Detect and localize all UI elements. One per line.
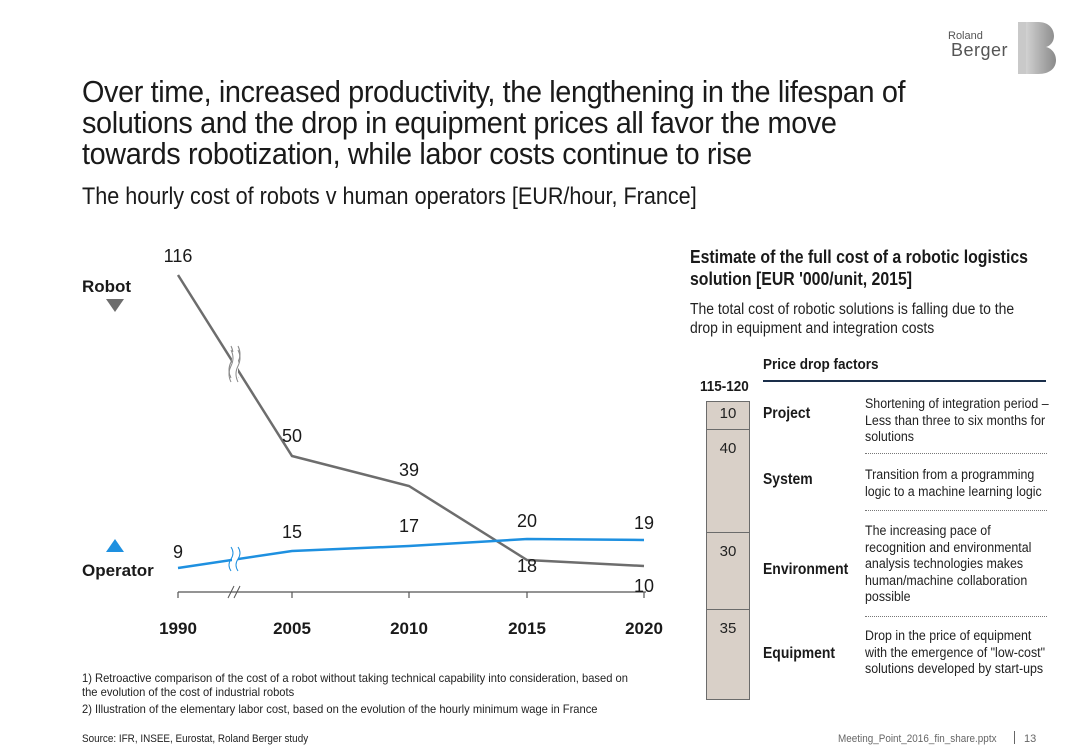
legend-operator-marker: [106, 539, 124, 552]
page-number: 13: [1024, 733, 1037, 745]
operator-value-label: 19: [634, 513, 654, 533]
x-tick-label: 2005: [273, 619, 311, 638]
operator-axis-break-curves: [228, 546, 241, 572]
factor-divider: [865, 510, 1047, 511]
robot-value-label: 18: [517, 556, 537, 576]
robot-series-line: [176, 274, 645, 568]
stack-total-label: 115-120: [700, 378, 749, 395]
stack-segment-value: 40: [719, 440, 737, 457]
page-title: Over time, increased productivity, the l…: [82, 74, 906, 171]
robot-break-gap: [232, 352, 238, 378]
robot-value-label: 10: [634, 576, 654, 596]
brand-logo-icon: [1018, 22, 1056, 74]
operator-break-gap: [232, 548, 238, 568]
footnote-1: 1) Retroactive comparison of the cost of…: [82, 671, 628, 699]
source-note: Source: IFR, INSEE, Eurostat, Roland Ber…: [82, 733, 309, 745]
x-axis-break-mark: [227, 585, 241, 599]
legend-robot-label: Robot: [82, 277, 131, 296]
robot-value-label: 39: [399, 460, 419, 480]
legend-operator-label: Operator: [82, 561, 154, 580]
factor-desc-system: Transition from a programming logic to a…: [865, 467, 1042, 499]
stack-segment-system: 40: [707, 429, 749, 532]
factor-divider: [865, 616, 1047, 617]
factor-name-system: System: [763, 471, 813, 488]
stack-segment-value: 35: [719, 620, 737, 637]
right-panel-heading: Estimate of the full cost of a robotic l…: [690, 247, 1028, 289]
robot-value-label: 50: [282, 426, 302, 446]
brand-line2: Berger: [951, 40, 1009, 60]
footnote-2: 2) Illustration of the elementary labor …: [82, 702, 598, 716]
operator-value-label: 15: [282, 522, 302, 542]
x-tick-label: 2010: [390, 619, 428, 638]
footer-divider: [1014, 731, 1015, 744]
x-tick-label: 2020: [625, 619, 663, 638]
price-drop-factors-heading: Price drop factors: [763, 356, 879, 373]
operator-value-label: 17: [399, 516, 419, 536]
robot-axis-break-curves: [228, 349, 241, 383]
factor-name-equipment: Equipment: [763, 645, 836, 662]
line-chart: Robot Operator 1990 2005 2010 2015 202011650…: [82, 246, 663, 638]
right-panel-subtext: The total cost of robotic solutions is f…: [690, 301, 1015, 337]
stack-segment-equipment: 35: [707, 609, 749, 699]
factor-desc-project: Shortening of integration period – Less …: [865, 396, 1049, 444]
operator-value-label: 20: [517, 511, 537, 531]
page-subtitle: The hourly cost of robots v human operat…: [82, 183, 697, 210]
stack-segment-environment: 30: [707, 532, 749, 609]
cost-stack-bar: 10 40 30 35: [706, 401, 750, 700]
factor-desc-environment: The increasing pace of recognition and e…: [865, 523, 1032, 604]
stack-segment-project: 10: [707, 402, 749, 429]
stack-segment-value: 30: [719, 543, 737, 560]
factor-name-environment: Environment: [763, 561, 849, 578]
brand-line1: Roland: [948, 30, 983, 42]
factor-divider: [865, 453, 1047, 454]
operator-series-line: [177, 537, 645, 570]
x-tick-label: 1990: [159, 619, 197, 638]
stack-segment-value: 10: [719, 405, 737, 422]
operator-value-label: 9: [173, 542, 183, 562]
legend-robot-marker: [106, 299, 124, 312]
x-tick-label: 2015: [508, 619, 546, 638]
factor-desc-equipment: Drop in the price of equipment with the …: [865, 628, 1046, 676]
file-name: Meeting_Point_2016_fin_share.pptx: [838, 733, 997, 745]
factor-name-project: Project: [763, 405, 811, 422]
heading-rule: [763, 380, 1046, 382]
robot-value-label: 116: [164, 246, 193, 266]
